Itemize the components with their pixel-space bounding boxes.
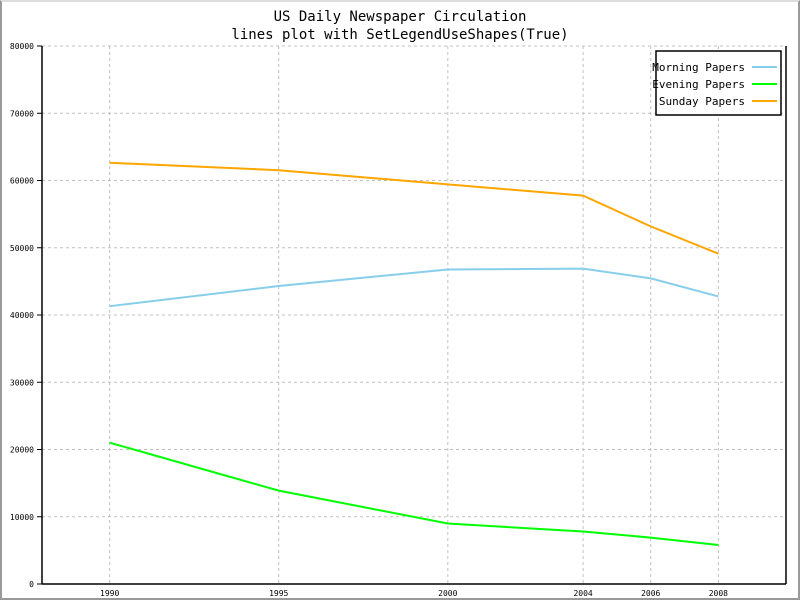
axes: 0 10000 20000 30000 40000 50000 60000 70000 8000… xyxy=(10,42,787,598)
x-tick-label: 2008 xyxy=(709,589,728,598)
x-tick-label: 2000 xyxy=(438,589,457,598)
y-tick-label: 80000 xyxy=(10,42,34,51)
y-tick-label: 0 xyxy=(29,580,34,589)
series-lines xyxy=(109,161,719,546)
y-tick-label: 20000 xyxy=(10,446,34,455)
legend: Morning Papers Evening Papers Sunday Paper… xyxy=(652,50,782,116)
y-tick-label: 30000 xyxy=(10,378,34,387)
y-tick-label: 70000 xyxy=(10,109,34,118)
y-tick-label: 60000 xyxy=(10,177,34,186)
x-tick-label: 2004 xyxy=(573,589,592,598)
series-line-evening-papers xyxy=(109,441,719,546)
chart-subtitle: lines plot with SetLegendUseShapes(True) xyxy=(231,27,568,43)
x-tick-label: 1995 xyxy=(269,589,288,598)
y-tick-label: 50000 xyxy=(10,244,34,253)
grid xyxy=(42,45,786,584)
y-tick-label: 10000 xyxy=(10,513,34,522)
series-line-sunday-papers xyxy=(109,161,719,255)
x-tick-label: 2006 xyxy=(641,589,660,598)
x-tick-label: 1990 xyxy=(100,589,119,598)
legend-label: Evening Papers xyxy=(652,78,745,91)
chart-title: US Daily Newspaper Circulation xyxy=(274,9,527,25)
legend-label: Morning Papers xyxy=(652,61,745,74)
y-tick-label: 40000 xyxy=(10,311,34,320)
legend-label: Sunday Papers xyxy=(659,95,745,108)
series-line-morning-papers xyxy=(109,267,719,308)
